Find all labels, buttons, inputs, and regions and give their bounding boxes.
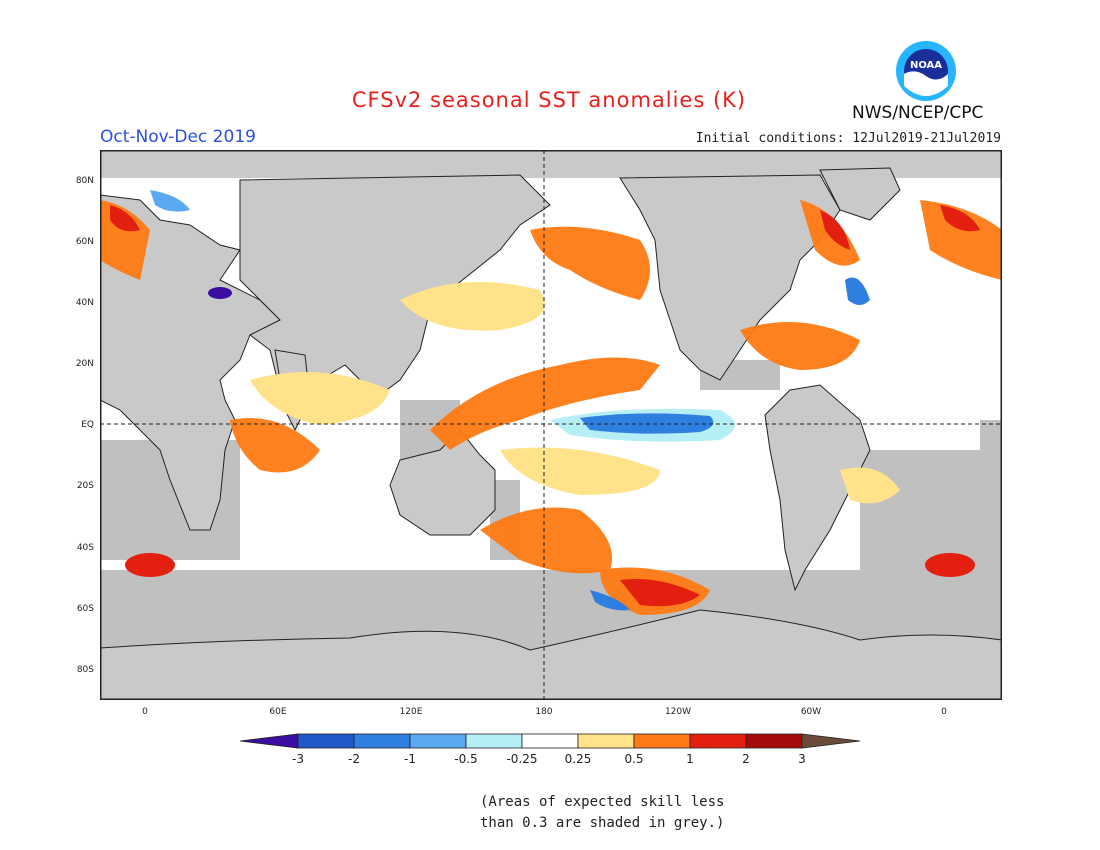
colorbar-max-arrow: [801, 733, 861, 749]
strong-warm-anomaly-regions: [110, 205, 980, 607]
mild-warm-anomaly-regions: [250, 282, 900, 504]
colorbar-label: 0.5: [624, 752, 644, 766]
colorbar-swatch: [521, 733, 579, 749]
lat-label: 20N: [75, 359, 94, 369]
lat-label: 40N: [75, 298, 94, 308]
warm-anomaly-regions: [100, 200, 1002, 615]
colorbar-label: 1: [686, 752, 694, 766]
lon-label: 120W: [664, 707, 692, 717]
skill-note-line: than 0.3 are shaded in grey.): [480, 815, 725, 831]
initial-conditions-label: Initial conditions: 12Jul2019-21Jul2019: [695, 131, 1001, 146]
lat-label: 20S: [76, 481, 94, 491]
colorbar-swatch: [689, 733, 747, 749]
colorbar-swatch: [297, 733, 355, 749]
colorbar-min-arrow: [240, 733, 299, 749]
lat-label: 80S: [76, 665, 94, 675]
map-title: CFSv2 seasonal SST anomalies (K): [351, 88, 747, 112]
lon-label: 180: [535, 707, 553, 717]
lat-label: 60N: [75, 237, 94, 247]
colorbar-label: 2: [742, 752, 750, 766]
colorbar-label: -2: [348, 752, 360, 766]
colorbar-swatch: [633, 733, 691, 749]
south-america-landmass: [764, 384, 871, 592]
colorbar: [240, 733, 861, 749]
colorbar-label: -0.5: [454, 752, 478, 766]
colorbar-swatch: [353, 733, 411, 749]
lat-label: 60S: [76, 604, 94, 614]
colorbar-label: -3: [292, 752, 304, 766]
agency-label: NWS/NCEP/CPC: [852, 103, 984, 123]
lon-label: 0: [142, 707, 148, 717]
colorbar-swatch: [745, 733, 803, 749]
colorbar-swatch: [465, 733, 523, 749]
noaa-logo-icon: NOAA: [896, 41, 956, 101]
skill-note: (Areas of expected skill less than 0.3 a…: [480, 792, 724, 834]
svg-text:NOAA: NOAA: [910, 60, 942, 71]
cool-anomaly-regions: [150, 190, 870, 611]
greenland-landmass: [819, 167, 901, 221]
lon-label: 60W: [800, 707, 822, 717]
lon-label: 120E: [399, 707, 423, 717]
skill-note-line: (Areas of expected skill less: [480, 794, 725, 810]
colorbar-swatch: [409, 733, 467, 749]
antarctica-landmass: [100, 609, 1002, 700]
colorbar-label: -0.25: [506, 752, 538, 766]
map-frame: [100, 150, 1002, 700]
africa-europe-landmass: [100, 194, 281, 531]
colorbar-label: 3: [798, 752, 806, 766]
season-label: Oct-Nov-Dec 2019: [100, 127, 256, 147]
lon-label: 60E: [269, 707, 287, 717]
lat-label: 40S: [76, 543, 94, 553]
lat-label: 80N: [75, 176, 94, 186]
sst-anomaly-map: [100, 150, 1002, 700]
colorbar-label: 0.25: [564, 752, 592, 766]
lat-label: EQ: [81, 420, 94, 430]
lon-label: 0: [941, 707, 947, 717]
colorbar-label: -1: [404, 752, 416, 766]
colorbar-swatch: [577, 733, 635, 749]
